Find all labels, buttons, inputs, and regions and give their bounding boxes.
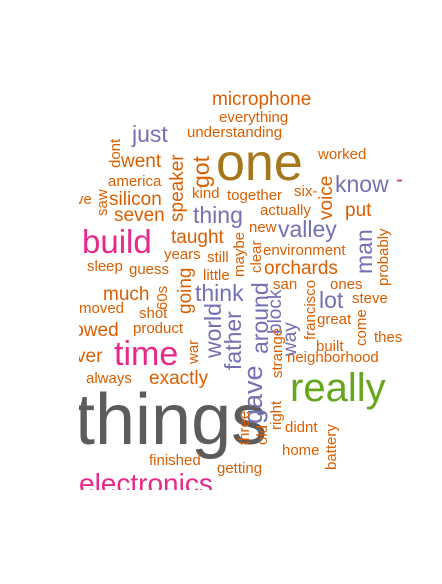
word-strange: strange [269, 327, 286, 378]
word-valley: valley [278, 216, 337, 242]
word-probably: probably [375, 228, 392, 286]
word-voice: voice [316, 175, 337, 220]
word-much: much [103, 284, 150, 305]
word-three: three [236, 410, 253, 445]
word-exactly: exactly [149, 368, 209, 389]
word-silicon: silicon [109, 189, 162, 210]
word-worked: worked [318, 146, 367, 163]
word-product: product [133, 320, 184, 337]
word-microphone: microphone [212, 89, 312, 110]
word-moved: moved [79, 300, 125, 317]
word-really: really [290, 366, 386, 410]
word-put: put [345, 200, 372, 221]
word-kind: kind [192, 185, 220, 202]
word-america: america [108, 173, 162, 190]
word-finished: finished [149, 452, 201, 469]
word-maybe: maybe [231, 231, 248, 277]
word-war: war [185, 339, 202, 364]
word-got: got [188, 156, 214, 188]
word-things: things [79, 380, 268, 460]
word-one: one [216, 134, 303, 192]
word-getting: getting [217, 460, 263, 477]
word-orchards: orchards [264, 258, 338, 279]
word-lot: lot [319, 287, 344, 313]
word-think: think [195, 280, 244, 306]
word-together: together [227, 187, 283, 204]
word-built: built [316, 338, 344, 355]
word-dont: dont [107, 138, 124, 168]
word-understanding: understanding [187, 124, 283, 141]
word-speaker: speaker [167, 154, 188, 222]
word-francisco: francisco [302, 279, 319, 340]
word-know-mark: - [396, 168, 402, 191]
word-know: know [335, 171, 389, 197]
word-thing: thing [193, 202, 243, 228]
word-lowed: lowed [79, 320, 119, 341]
word-build: build [82, 223, 152, 260]
word-years: years [164, 246, 201, 263]
word-ever: ver [79, 346, 103, 367]
word-six: six- [294, 183, 318, 200]
word-environment: environment [263, 242, 346, 259]
word-cloud: things electronics one really build time… [79, 80, 402, 490]
word-steve: steve [352, 290, 388, 307]
word-time: time [114, 335, 179, 373]
word-right: right [268, 400, 285, 430]
word-father: father [220, 311, 246, 370]
word-ve: ve [79, 191, 92, 208]
word-sixties: 60s [154, 285, 171, 310]
word-new: new [249, 219, 277, 236]
word-come: come [353, 309, 370, 346]
word-just: just [132, 121, 168, 147]
word-battery: battery [323, 424, 340, 470]
word-didnt: didnt [285, 419, 318, 436]
word-actually: actually [260, 202, 311, 219]
word-great: great [317, 311, 352, 328]
word-these: these [374, 329, 402, 346]
word-san: san [273, 276, 298, 293]
word-always: always [86, 370, 132, 387]
word-home: home [282, 442, 320, 459]
word-man: man [351, 229, 377, 274]
word-everything: everything [219, 109, 289, 126]
word-seven: seven [114, 205, 165, 226]
word-neighborhood: neighborhood [287, 349, 379, 366]
word-little: little [203, 267, 230, 284]
word-clear: clear [248, 240, 265, 273]
word-ones: ones [330, 276, 363, 293]
word-saw: saw [94, 189, 111, 216]
word-guess: guess [129, 261, 170, 278]
word-went: went [121, 151, 162, 172]
word-shot: shot [139, 305, 168, 322]
word-electronics: electronics [79, 468, 213, 491]
word-taught: taught [171, 227, 224, 248]
word-going: going [175, 267, 196, 315]
word-still: still [207, 249, 229, 266]
word-sleep: sleep [87, 258, 123, 275]
